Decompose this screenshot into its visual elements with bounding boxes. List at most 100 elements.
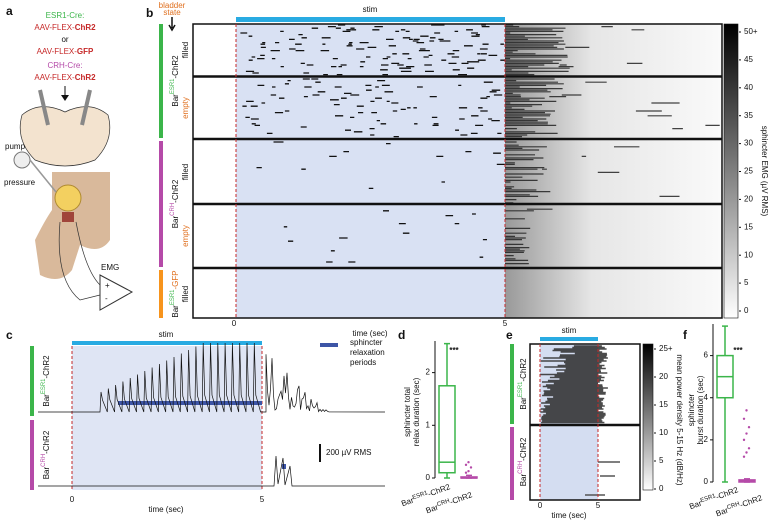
colorbar-tick-label: 5 xyxy=(744,278,749,287)
colorbar-tick-label: 10 xyxy=(744,250,753,259)
outlier xyxy=(742,438,746,442)
significance: *** xyxy=(733,346,743,355)
x-tick-label: 0 xyxy=(232,319,237,328)
t: -ChR2 xyxy=(519,437,528,461)
row-label: empty xyxy=(181,97,190,119)
colorbar-label: sphincter EMG (µV RMS) xyxy=(760,126,769,217)
stim-bar xyxy=(236,17,505,22)
colorbar-ticks: 25+ 20 15 10 5 0 xyxy=(654,344,673,493)
pump xyxy=(13,151,31,169)
y-tick-label: 0 xyxy=(704,477,709,486)
pressure-label: pressure xyxy=(4,178,36,187)
group-bar xyxy=(30,420,34,490)
outlier xyxy=(747,447,751,450)
outlier xyxy=(745,451,748,454)
colorbar-tick-label: 15 xyxy=(659,400,668,409)
t: Bar xyxy=(688,499,703,512)
raster-texture xyxy=(585,461,620,496)
x-axis-label: time (sec) xyxy=(551,511,586,520)
t: CRH xyxy=(170,203,176,216)
colorbar-tick-label: 30 xyxy=(744,139,753,148)
wires xyxy=(58,221,101,301)
colorbar-tick-label: 15 xyxy=(744,222,753,231)
t: -ChR2 xyxy=(171,55,180,79)
group-bar xyxy=(30,346,34,416)
group-label: BarESR1-ChR2 xyxy=(170,55,181,107)
t: AAV-FLEX- xyxy=(34,23,75,32)
line-text: ESR1-Cre: xyxy=(46,11,85,20)
group-bar xyxy=(159,141,163,267)
raster-texture xyxy=(540,345,608,424)
catheter xyxy=(29,159,57,193)
panel-label: a xyxy=(6,4,13,18)
t: -ChR2 xyxy=(715,485,740,502)
row-label: filled xyxy=(181,164,190,180)
panel-b: b bladder state stim BarESR1-ChR2 BarCRH… xyxy=(146,1,769,338)
t: ChR2 xyxy=(75,23,96,32)
colorbar-tick-label: 35 xyxy=(744,111,753,120)
colorbar-tick-label: 50+ xyxy=(744,27,758,36)
outlier xyxy=(467,469,470,473)
panel-label: f xyxy=(683,328,688,342)
colorbar-tick-label: 5 xyxy=(659,456,664,465)
raster-texture xyxy=(240,24,505,76)
line-text: AAV-FLEX-GFP xyxy=(37,47,94,56)
group-label: BarCRH-ChR2 xyxy=(170,179,181,228)
t: ESR1 xyxy=(518,381,524,397)
colorbar-tick-label: 10 xyxy=(659,428,668,437)
amp xyxy=(99,274,134,311)
t: Bar xyxy=(400,496,415,509)
raster-texture xyxy=(505,141,680,204)
stim-bar xyxy=(72,341,262,345)
box xyxy=(438,385,456,474)
panel-d: d *** sphincter total relax duration (se… xyxy=(398,328,478,515)
panel-a: a ESR1-Cre: AAV-FLEX-ChR2 or AAV-FLEX-GF… xyxy=(4,4,134,311)
group-label: BarCRH-ChR2 xyxy=(518,437,529,486)
outlier xyxy=(464,471,468,474)
panel-label: b xyxy=(146,6,153,20)
colorbar-tick-label: 20 xyxy=(744,195,753,204)
fibers xyxy=(38,89,92,126)
t: ESR1 xyxy=(170,78,176,94)
t: ESR1 xyxy=(700,493,717,504)
y-tick-label: 6 xyxy=(704,351,709,360)
t: CRH xyxy=(41,454,47,467)
dividers xyxy=(193,75,722,270)
trace xyxy=(38,342,386,413)
y-tick-label: 2 xyxy=(426,368,431,377)
outlier xyxy=(742,417,746,420)
t: ESR1 xyxy=(412,490,429,501)
raster-texture xyxy=(283,210,487,263)
significance: *** xyxy=(449,346,459,355)
raster-texture xyxy=(505,208,553,265)
colorbar xyxy=(723,23,739,319)
y-tick-label: 4 xyxy=(704,393,709,402)
bladder xyxy=(54,184,82,212)
frame xyxy=(192,23,723,319)
stim-shade xyxy=(236,24,505,318)
x-tick-label: 5 xyxy=(596,501,601,510)
colorbar-tick-label: 20 xyxy=(659,372,668,381)
t: CRH xyxy=(518,461,524,474)
t: Bar xyxy=(171,216,180,229)
t: Bar xyxy=(42,394,51,407)
y-tick-label: 1 xyxy=(426,420,431,429)
legend-text: relaxation xyxy=(350,348,385,357)
t: Bar xyxy=(171,94,180,107)
bladder-state: state xyxy=(163,8,181,17)
row-label: filled xyxy=(181,42,190,58)
minus: - xyxy=(105,294,108,303)
arrow-head xyxy=(61,95,69,101)
x-tick-label: 0 xyxy=(538,501,543,510)
body xyxy=(35,172,110,279)
colorbar xyxy=(642,343,654,491)
trace xyxy=(38,455,385,487)
panel-label: d xyxy=(398,328,405,342)
t: AAV-FLEX- xyxy=(37,47,78,56)
x-tick-label: 5 xyxy=(260,495,265,504)
t: -ChR2 xyxy=(171,179,180,203)
legend-text: sphincter xyxy=(350,338,383,347)
legend-text: periods xyxy=(350,358,376,367)
raster-texture xyxy=(256,141,505,190)
